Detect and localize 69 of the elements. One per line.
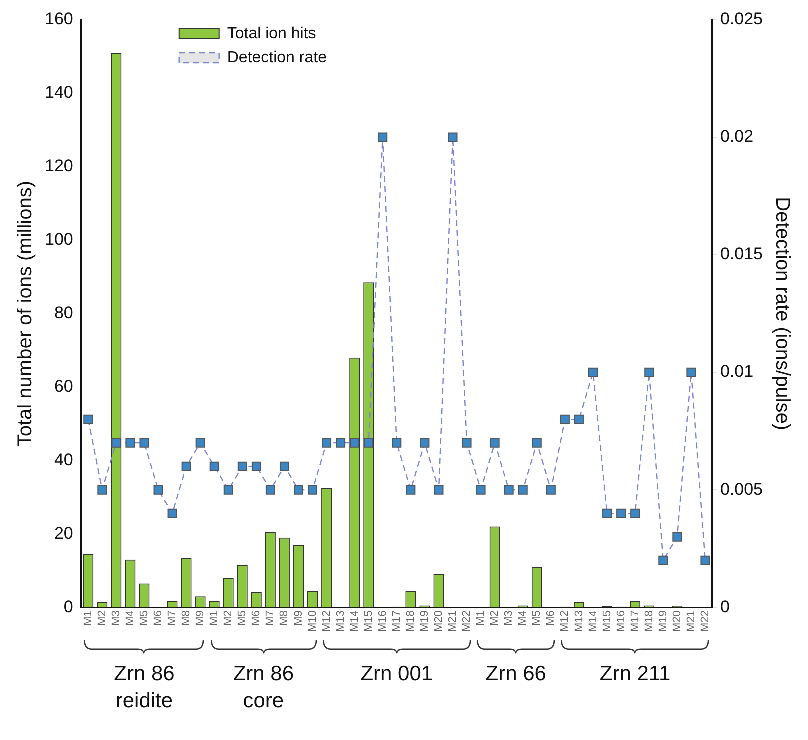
y2-tick-label: 0.005 <box>720 480 764 499</box>
y-tick-label: 120 <box>44 156 74 176</box>
x-tick-label: M15 <box>601 610 614 632</box>
x-tick-label: M16 <box>376 610 389 632</box>
x-tick-label: M12 <box>320 610 333 632</box>
y-tick-label: 0 <box>64 597 74 616</box>
x-tick-label: M4 <box>124 610 136 626</box>
y2-tick-label: 0.01 <box>720 362 754 382</box>
x-tick-label: M6 <box>545 610 558 626</box>
y-tick-label: 140 <box>44 83 74 102</box>
y-tick-label: 60 <box>54 376 74 396</box>
x-tick-label: M20 <box>671 610 684 632</box>
y2-axis-title: Detection rate (ions/pulse) <box>771 197 794 431</box>
x-tick-label: M8 <box>180 610 193 626</box>
x-tick-label: M3 <box>503 610 516 626</box>
x-tick-label: M1 <box>208 610 221 626</box>
x-tick-label: M22 <box>461 610 474 632</box>
text: Zrn 86 reidite <box>114 662 175 712</box>
x-tick-label: M9 <box>292 610 305 626</box>
y2-tick-label: 0.015 <box>720 244 764 264</box>
legend-label: Total ion hits <box>227 25 316 42</box>
x-tick-label: M4 <box>517 610 530 626</box>
x-tick-label: M14 <box>587 610 600 632</box>
x-tick-label: M20 <box>433 610 446 632</box>
x-tick-label: M12 <box>559 610 572 632</box>
y-axis-title: Total number of ions (millions) <box>14 180 37 447</box>
x-tick-label: M21 <box>447 610 460 632</box>
x-tick-label: M13 <box>334 610 347 632</box>
text: Zrn 86 core <box>233 662 294 712</box>
x-tick-label: M1 <box>475 610 488 626</box>
x-tick-label: M13 <box>573 610 586 632</box>
text: Zrn 001 <box>360 662 434 686</box>
x-tick-label: M15 <box>362 610 375 632</box>
x-tick-label: M8 <box>278 610 291 626</box>
y-tick-label: 100 <box>44 230 74 250</box>
x-tick-label: M17 <box>390 610 403 632</box>
x-tick-label: M5 <box>138 610 151 626</box>
x-tick-label: M18 <box>404 610 417 632</box>
x-tick-label: M17 <box>629 610 642 632</box>
y-tick-label: 160 <box>44 10 74 29</box>
x-tick-label: M16 <box>615 610 628 632</box>
x-tick-label: M14 <box>348 610 361 632</box>
y2-tick-label: 0.02 <box>720 127 754 146</box>
x-tick-label: M1 <box>82 610 94 626</box>
x-tick-label: M5 <box>236 610 249 626</box>
x-tick-label: M3 <box>110 610 122 626</box>
x-tick-label: M2 <box>222 610 235 626</box>
x-tick-label: M9 <box>194 610 207 626</box>
x-tick-label: M2 <box>489 610 502 626</box>
y2-tick-label: 0 <box>720 597 730 616</box>
y-tick-label: 80 <box>54 303 74 322</box>
y2-tick-label: 0.025 <box>720 10 764 29</box>
x-tick-label: M7 <box>264 610 277 626</box>
x-tick-label: M6 <box>250 610 263 626</box>
text: Zrn 211 <box>600 662 671 686</box>
x-tick-label: M22 <box>699 610 712 632</box>
y-tick-label: 40 <box>54 450 74 470</box>
y-tick-label: 20 <box>54 524 74 543</box>
x-tick-label: M21 <box>685 610 698 632</box>
x-tick-label: M19 <box>657 610 670 632</box>
x-tick-label: M5 <box>531 610 544 626</box>
x-tick-label: M10 <box>306 610 319 632</box>
text: Zrn 66 <box>486 662 546 686</box>
x-tick-label: M6 <box>152 610 165 626</box>
x-tick-label: M18 <box>643 610 656 632</box>
x-tick-label: M19 <box>418 610 431 632</box>
x-tick-label: M2 <box>96 610 108 626</box>
legend-label: Detection rate <box>227 49 328 66</box>
x-tick-label: M7 <box>166 610 179 626</box>
